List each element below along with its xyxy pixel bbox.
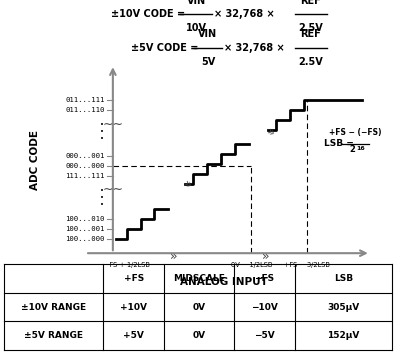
Text: −FS + 1/2LSB: −FS + 1/2LSB	[104, 262, 150, 268]
Text: VIN: VIN	[198, 29, 217, 39]
Text: 16: 16	[356, 146, 365, 151]
Text: +FS: +FS	[124, 274, 144, 283]
Text: ANALOG INPUT: ANALOG INPUT	[180, 277, 268, 287]
Text: 111...111: 111...111	[65, 173, 105, 179]
Text: 011...110: 011...110	[65, 107, 105, 113]
Text: 2: 2	[350, 146, 356, 154]
Text: »: »	[264, 125, 278, 141]
Text: ±5V RANGE: ±5V RANGE	[24, 331, 83, 340]
Text: 5V: 5V	[201, 56, 215, 66]
Text: 152μV: 152μV	[327, 331, 360, 340]
Text: LSB: LSB	[334, 274, 353, 283]
Text: 2.5V: 2.5V	[299, 23, 323, 33]
Text: 305μV: 305μV	[327, 302, 360, 312]
Text: 10V: 10V	[185, 23, 207, 33]
Text: ADC CODE: ADC CODE	[30, 130, 40, 190]
Text: +FS − 3/2LSB: +FS − 3/2LSB	[284, 262, 330, 268]
Text: 0V − 1/2LSB: 0V − 1/2LSB	[231, 262, 272, 268]
Text: •
•
•: • • •	[100, 187, 104, 208]
Text: +5V: +5V	[123, 331, 144, 340]
Text: »: »	[181, 177, 194, 192]
Text: LSB =: LSB =	[324, 140, 356, 148]
Text: ±10V CODE =: ±10V CODE =	[111, 9, 188, 20]
Text: × 32,768 ×: × 32,768 ×	[214, 9, 274, 20]
Text: •
•
•: • • •	[100, 122, 104, 142]
Text: REF: REF	[301, 0, 321, 6]
Text: ∼∼: ∼∼	[102, 118, 124, 131]
Text: 2.5V: 2.5V	[299, 56, 323, 66]
Text: 0V: 0V	[192, 331, 206, 340]
Text: ∼∼: ∼∼	[102, 183, 124, 196]
Text: −10V: −10V	[251, 302, 278, 312]
Text: 0V: 0V	[192, 302, 206, 312]
Text: −FS: −FS	[254, 274, 274, 283]
Text: ±5V CODE =: ±5V CODE =	[131, 43, 202, 53]
Text: »: »	[261, 250, 269, 263]
Text: 000...000: 000...000	[65, 163, 105, 169]
Text: »: »	[170, 250, 178, 263]
Text: 100...010: 100...010	[65, 217, 105, 222]
Text: 100...000: 100...000	[65, 236, 105, 242]
Text: +10V: +10V	[120, 302, 147, 312]
Text: VIN: VIN	[187, 0, 206, 6]
Text: 100...001: 100...001	[65, 226, 105, 232]
Text: +FS − (−FS): +FS − (−FS)	[329, 128, 382, 137]
Text: ±10V RANGE: ±10V RANGE	[21, 302, 86, 312]
Text: × 32,768 ×: × 32,768 ×	[224, 43, 284, 53]
Text: REF: REF	[301, 29, 321, 39]
Text: −5V: −5V	[254, 331, 275, 340]
Text: 011...111: 011...111	[65, 97, 105, 103]
Text: MIDSCALE: MIDSCALE	[173, 274, 225, 283]
Text: 000...001: 000...001	[65, 153, 105, 159]
